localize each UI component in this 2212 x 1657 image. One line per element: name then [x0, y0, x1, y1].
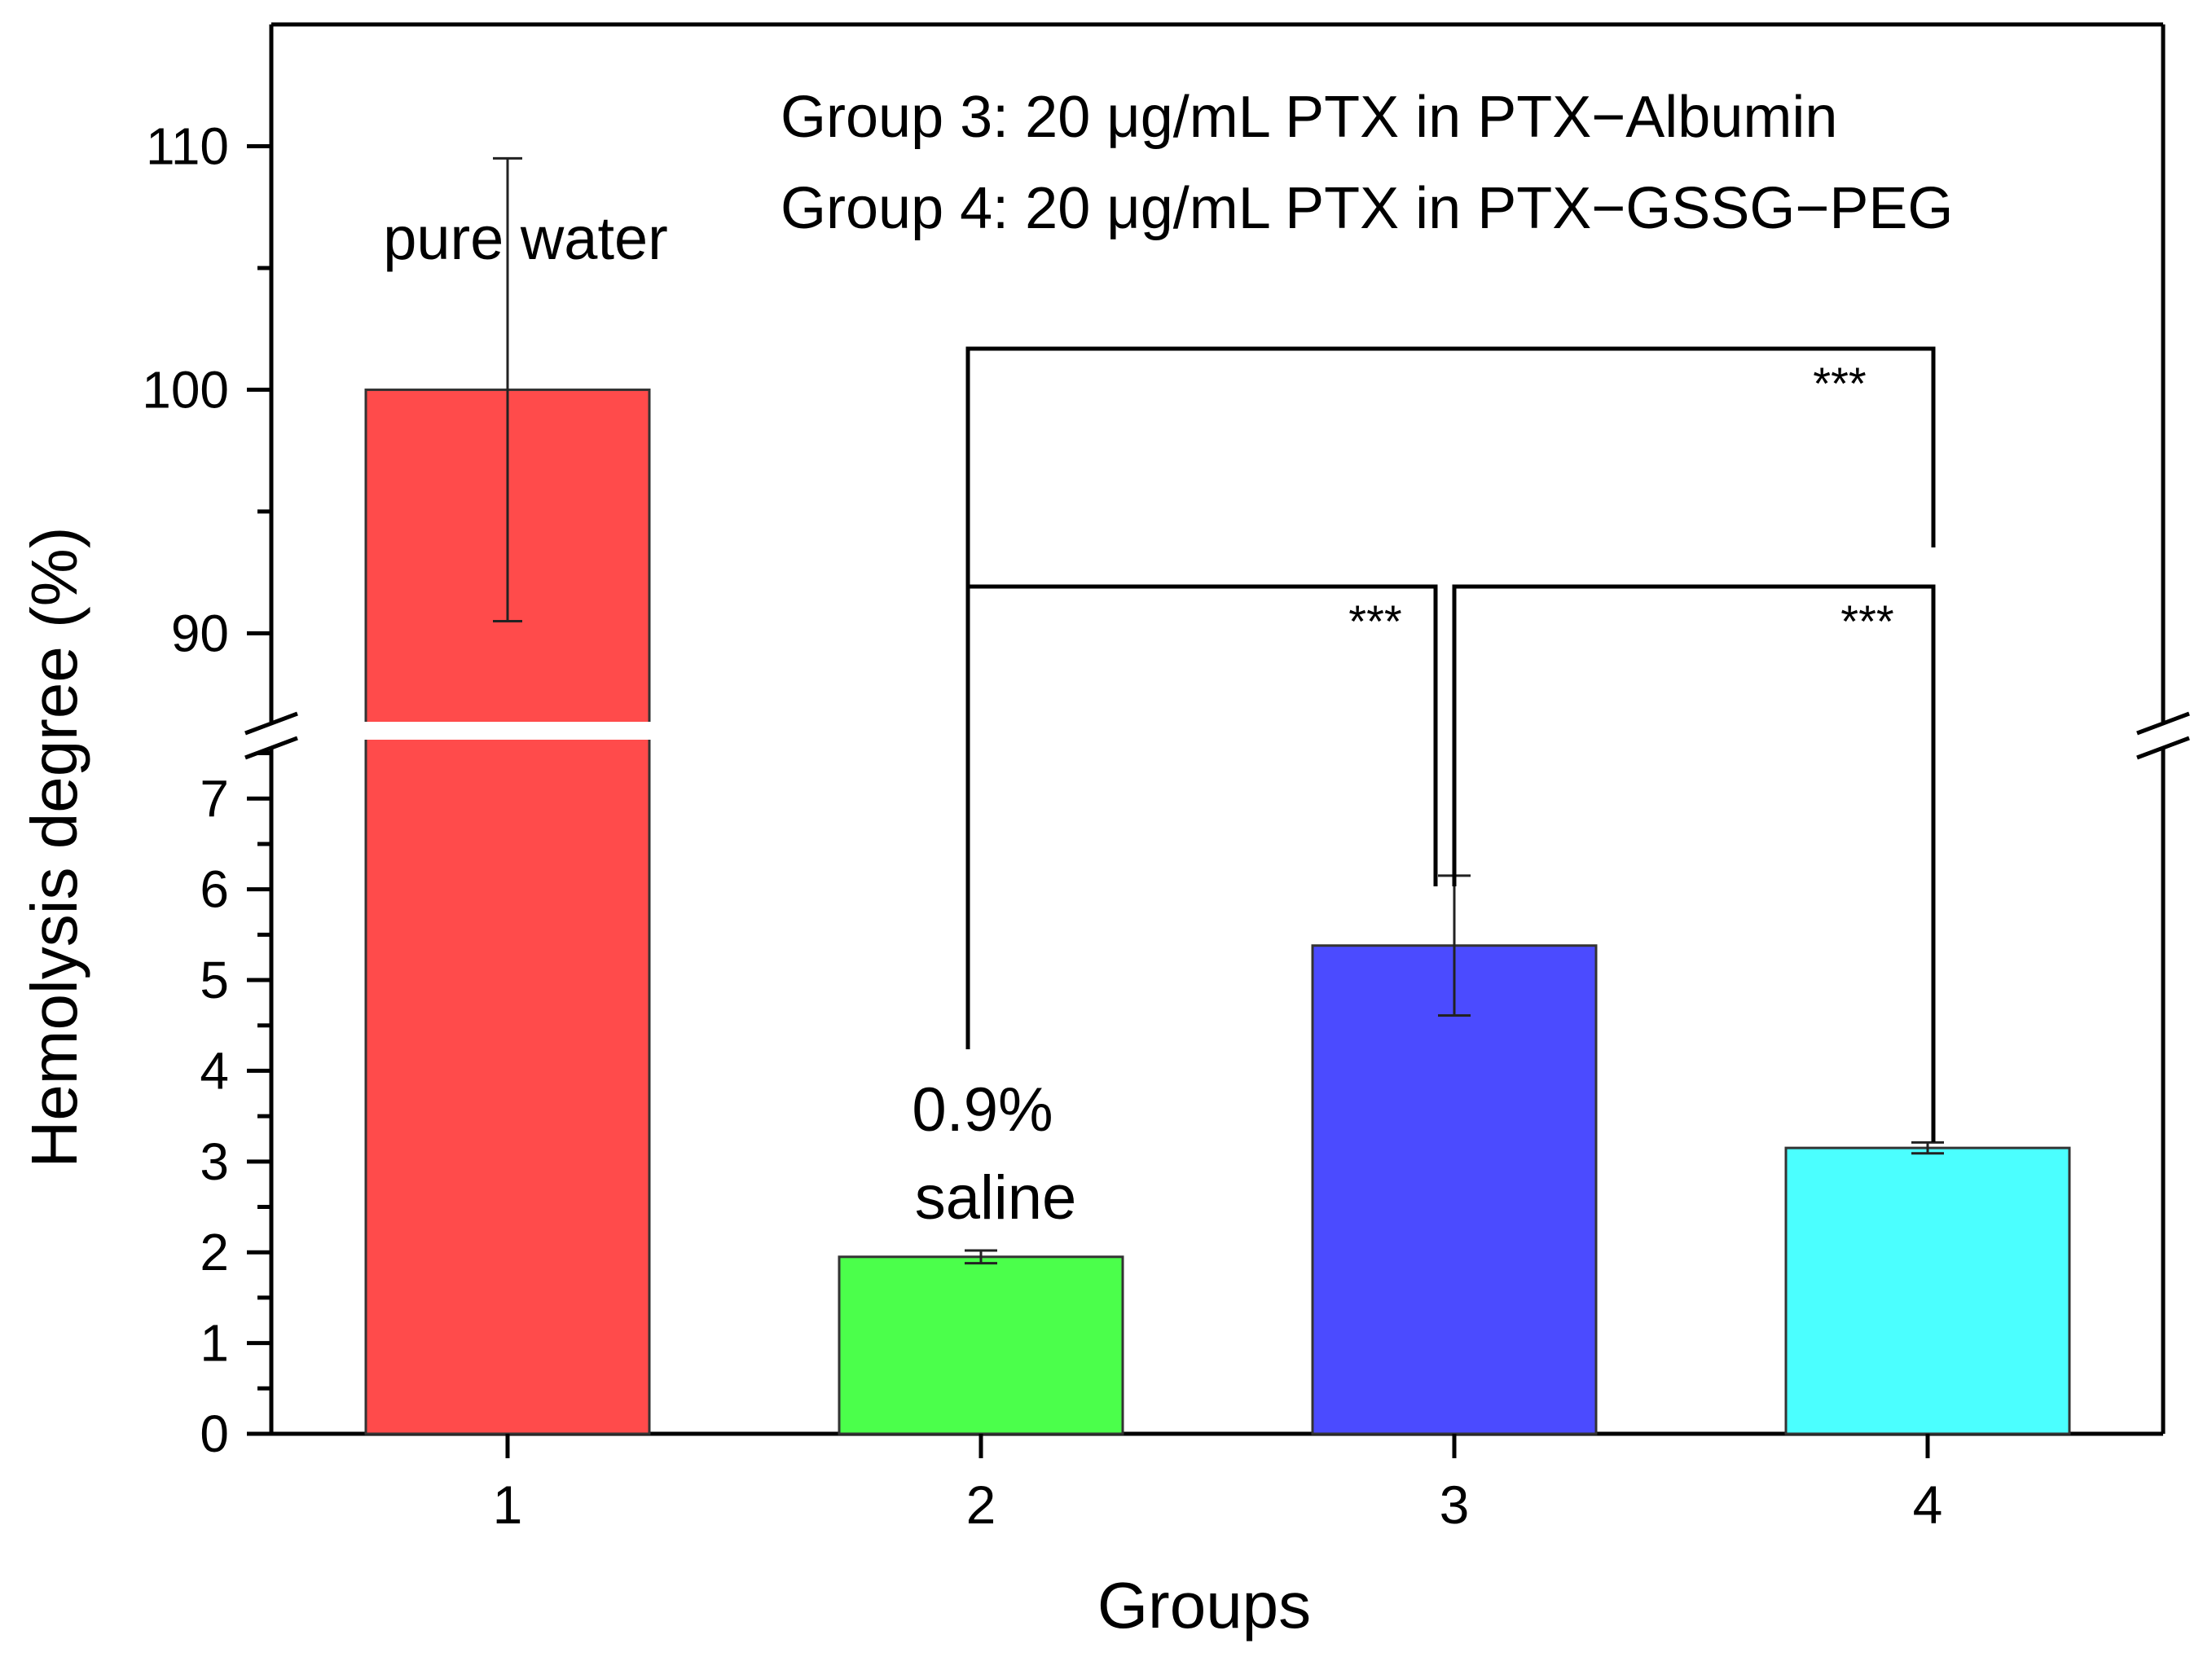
x-tick-label-1: 1 — [493, 1475, 523, 1535]
bar-label-saline-line1: 0.9% — [912, 1075, 1053, 1145]
y-tick-label-3: 3 — [200, 1132, 229, 1191]
y-tick-label-4: 4 — [200, 1041, 229, 1100]
x-tick-label-4: 4 — [1913, 1475, 1943, 1535]
significance-label-2-3: *** — [1348, 596, 1401, 647]
bar-series — [364, 388, 2071, 1435]
y-tick-label-110: 110 — [146, 116, 229, 175]
y-tick-label-7: 7 — [200, 769, 229, 828]
x-tick-label-3: 3 — [1440, 1475, 1470, 1535]
y-tick-label-2: 2 — [200, 1223, 229, 1281]
bracket-3-4 — [1452, 584, 1936, 1142]
significance-brackets: *** *** *** — [965, 346, 1938, 1142]
significance-label-3-4: *** — [1840, 596, 1893, 647]
axis-break — [244, 711, 2190, 760]
bar-group-2 — [838, 1255, 1124, 1435]
break-mark-0 — [244, 711, 298, 736]
bar-label-pure-water: pure water — [383, 204, 668, 272]
bar-group-4 — [1784, 1146, 2071, 1435]
error-bars — [493, 156, 1944, 1265]
y-tick-label-0: 0 — [200, 1404, 229, 1463]
y-tick-label-6: 6 — [200, 860, 229, 919]
bracket-2-3 — [968, 584, 1438, 886]
y-tick-label-100: 100 — [142, 360, 229, 419]
y-axis-label: Hemolysis degree (%) — [18, 527, 90, 1168]
significance-label-2-4: *** — [1813, 358, 1866, 409]
break-mark-1 — [244, 736, 298, 760]
x-tick-label-2: 2 — [966, 1475, 996, 1535]
y-tick-label-90: 90 — [171, 604, 229, 662]
legend-line-2: Group 4: 20 μg/mL PTX in PTX−GSSG−PEG — [781, 176, 1953, 241]
legend-line-1: Group 3: 20 μg/mL PTX in PTX−Albumin — [781, 85, 1837, 150]
y-tick-label-5: 5 — [200, 951, 229, 1009]
break-gap — [363, 722, 653, 740]
x-axis-label: Groups — [1097, 1569, 1311, 1642]
bracket-2-4 — [965, 346, 1936, 1049]
bracket-gap — [1928, 547, 1938, 580]
y-tick-label-1: 1 — [200, 1314, 229, 1373]
bar-group-3 — [1311, 944, 1598, 1435]
bar-label-saline-line2: saline — [915, 1163, 1077, 1233]
axes: 0 1 2 3 4 5 6 7 90 100 110 1 2 3 4 — [142, 116, 1942, 1535]
break-mark-3 — [2136, 736, 2190, 760]
break-mark-2 — [2136, 711, 2190, 736]
